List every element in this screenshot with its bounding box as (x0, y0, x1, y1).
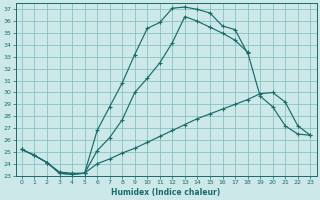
X-axis label: Humidex (Indice chaleur): Humidex (Indice chaleur) (111, 188, 221, 197)
